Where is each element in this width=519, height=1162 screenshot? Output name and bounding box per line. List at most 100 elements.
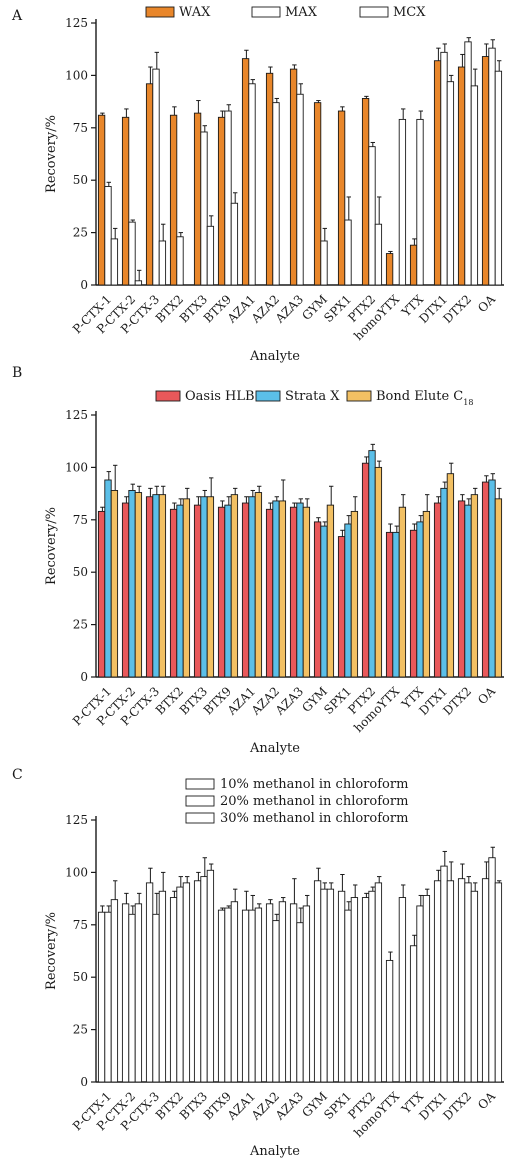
bar-strata-x-btx9 — [224, 504, 232, 678]
bar-30-methanol-in-chloroform-aza1 — [254, 907, 263, 1083]
bar-strata-x-ytx — [416, 521, 424, 678]
bar-30-methanol-in-chloroform-dtx1 — [446, 880, 455, 1083]
bar-10-methanol-in-chloroform-homoytx — [385, 959, 394, 1083]
bar-oasis-hlb-aza1 — [241, 502, 250, 678]
y-tick-label: 50 — [73, 970, 88, 984]
bar-bond-elute-c-p-ctx-2 — [134, 492, 143, 678]
bar-30-methanol-in-chloroform-aza3 — [302, 905, 311, 1083]
bar-strata-x-p-ctx-3 — [152, 494, 160, 678]
legend-swatch-10-methanol-in-chloroform — [185, 778, 215, 790]
x-axis-title: Analyte — [249, 349, 300, 364]
bar-mcx-dtx1 — [446, 81, 455, 286]
bar-wax-aza3 — [289, 68, 298, 286]
bar-oasis-hlb-p-ctx-1 — [97, 510, 106, 678]
bar-strata-x-p-ctx-2 — [128, 490, 136, 678]
bar-10-methanol-in-chloroform-dtx2 — [457, 878, 466, 1083]
bar-20-methanol-in-chloroform-dtx2 — [464, 882, 472, 1083]
legend-swatch-max — [251, 6, 281, 18]
bar-max-ptx2 — [368, 146, 376, 286]
x-tick-label-dtx2: DTX2 — [440, 1089, 474, 1123]
bar-30-methanol-in-chloroform-p-ctx-3 — [158, 890, 167, 1083]
bar-20-methanol-in-chloroform-aza2 — [272, 920, 280, 1083]
bar-strata-x-spx1 — [344, 523, 352, 678]
bar-wax-btx2 — [169, 114, 178, 286]
bar-wax-gym — [313, 102, 322, 286]
bar-strata-x-ptx2 — [368, 450, 376, 678]
bar-wax-ptx2 — [361, 98, 370, 286]
bar-mcx-p-ctx-3 — [158, 240, 167, 286]
bar-20-methanol-in-chloroform-aza1 — [248, 909, 256, 1083]
bar-30-methanol-in-chloroform-dtx2 — [470, 890, 479, 1083]
bar-20-methanol-in-chloroform-p-ctx-1 — [104, 911, 112, 1083]
y-tick-label: 0 — [80, 278, 88, 292]
bar-bond-elute-c-aza3 — [302, 506, 311, 678]
bar-oasis-hlb-homoytx — [385, 531, 394, 678]
legend-label-oasis-hlb: Oasis HLB — [185, 389, 255, 404]
bar-max-btx3 — [200, 131, 208, 286]
bar-wax-p-ctx-2 — [121, 116, 130, 286]
bar-30-methanol-in-chloroform-p-ctx-1 — [110, 899, 119, 1083]
bar-wax-p-ctx-3 — [145, 83, 154, 286]
bar-max-p-ctx-1 — [104, 186, 112, 286]
bar-10-methanol-in-chloroform-btx9 — [217, 909, 226, 1083]
bar-20-methanol-in-chloroform-aza3 — [296, 922, 304, 1083]
bar-max-btx2 — [176, 236, 184, 286]
bar-oasis-hlb-dtx2 — [457, 500, 466, 678]
bar-strata-x-gym — [320, 525, 328, 678]
bar-10-methanol-in-chloroform-aza2 — [265, 903, 274, 1083]
x-tick-label-dtx2: DTX2 — [440, 292, 474, 326]
y-axis-title: Recovery/% — [44, 507, 59, 585]
bar-10-methanol-in-chloroform-oa — [481, 878, 490, 1083]
bar-mcx-homoytx — [398, 118, 407, 286]
y-tick-label: 100 — [65, 865, 88, 879]
bar-bond-elute-c-btx9 — [230, 494, 239, 678]
y-tick-label: 75 — [73, 121, 88, 135]
legend-label-30-methanol-in-chloroform: 30% methanol in chloroform — [220, 811, 408, 826]
legend-label-mcx: MCX — [393, 5, 426, 20]
bar-20-methanol-in-chloroform-ptx2 — [368, 890, 376, 1083]
bar-bond-elute-c-dtx2 — [470, 494, 479, 678]
legend-swatch-30-methanol-in-chloroform — [185, 812, 215, 824]
bar-oasis-hlb-gym — [313, 521, 322, 678]
bar-20-methanol-in-chloroform-btx3 — [200, 876, 208, 1083]
bar-bond-elute-c-homoytx — [398, 506, 407, 678]
bar-strata-x-oa — [488, 479, 496, 678]
bar-mcx-oa — [494, 70, 503, 286]
bar-mcx-btx9 — [230, 202, 239, 286]
bar-20-methanol-in-chloroform-dtx1 — [440, 865, 448, 1083]
x-tick-label-oa: OA — [475, 684, 498, 707]
bar-20-methanol-in-chloroform-btx9 — [224, 907, 232, 1083]
bar-10-methanol-in-chloroform-p-ctx-2 — [121, 903, 130, 1083]
bar-max-p-ctx-2 — [128, 221, 136, 286]
bar-oasis-hlb-spx1 — [337, 536, 346, 678]
bar-bond-elute-c-ptx2 — [374, 466, 383, 678]
bar-10-methanol-in-chloroform-aza3 — [289, 903, 298, 1083]
bar-strata-x-aza1 — [248, 496, 256, 678]
bar-strata-x-aza2 — [272, 500, 280, 678]
bar-mcx-p-ctx-1 — [110, 238, 119, 286]
bar-10-methanol-in-chloroform-ytx — [409, 945, 418, 1083]
bar-max-btx9 — [224, 110, 232, 286]
bar-bond-elute-c-gym — [326, 504, 335, 678]
bar-oasis-hlb-aza3 — [289, 506, 298, 678]
bar-20-methanol-in-chloroform-ytx — [416, 905, 424, 1083]
bar-wax-homoytx — [385, 253, 394, 286]
bar-20-methanol-in-chloroform-p-ctx-3 — [152, 913, 160, 1083]
legend-label-20-methanol-in-chloroform: 20% methanol in chloroform — [220, 794, 408, 809]
bar-20-methanol-in-chloroform-gym — [320, 888, 328, 1083]
legend-swatch-oasis-hlb — [155, 390, 181, 402]
bar-oasis-hlb-oa — [481, 481, 490, 678]
bar-10-methanol-in-chloroform-aza1 — [241, 909, 250, 1083]
y-tick-label: 0 — [80, 1075, 88, 1089]
bar-30-methanol-in-chloroform-aza2 — [278, 901, 287, 1083]
y-tick-label: 50 — [73, 173, 88, 187]
bar-30-methanol-in-chloroform-gym — [326, 888, 335, 1083]
y-axis-title: Recovery/% — [44, 912, 59, 990]
y-tick-label: 25 — [73, 1023, 88, 1037]
bar-max-gym — [320, 240, 328, 286]
chart-panel-b: B0255075100125Recovery/%AnalyteP-CTX-1P-… — [12, 365, 504, 756]
bar-30-methanol-in-chloroform-spx1 — [350, 897, 359, 1083]
bar-max-oa — [488, 47, 496, 286]
legend-swatch-bond-elute-c — [346, 390, 372, 402]
